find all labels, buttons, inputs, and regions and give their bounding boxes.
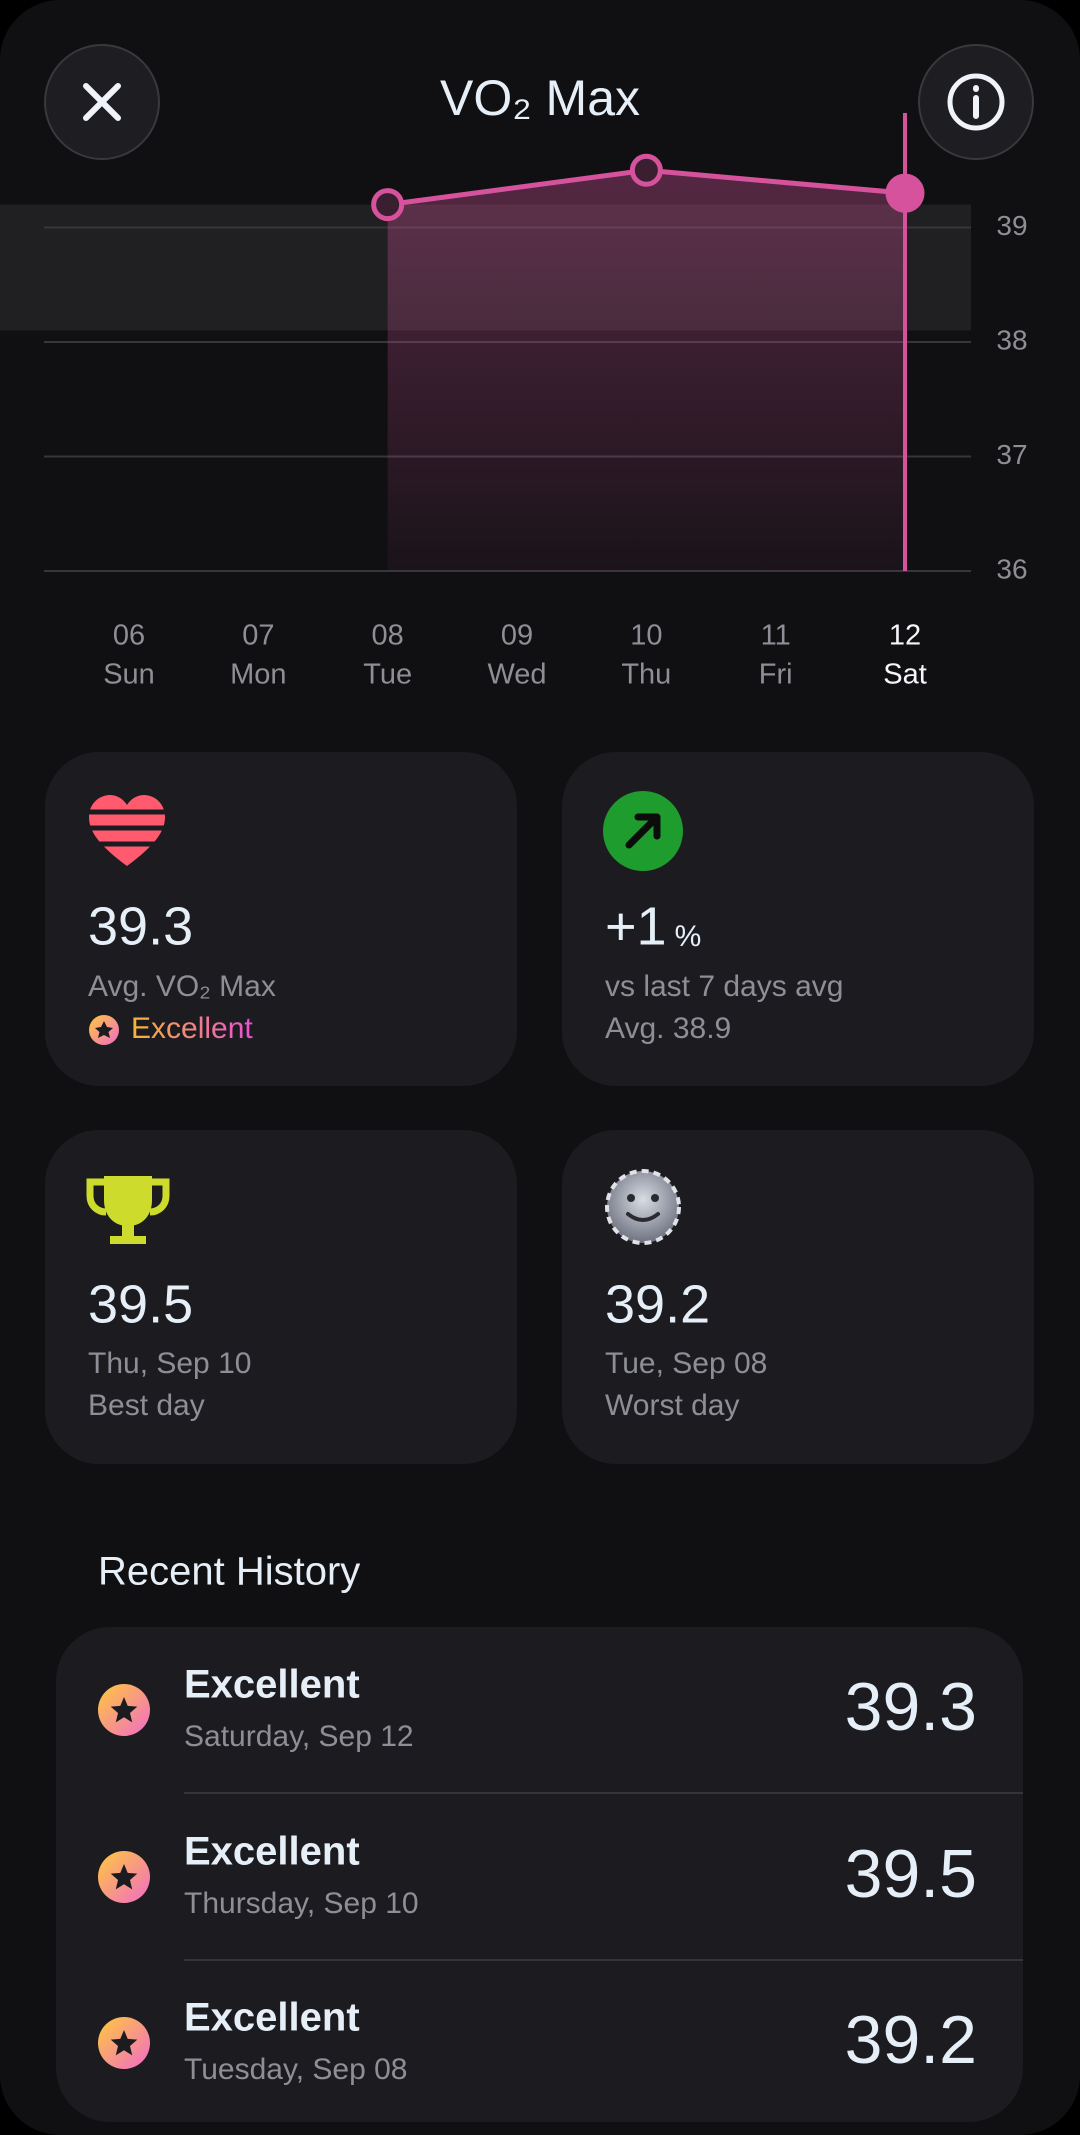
history-date: Tuesday, Sep 08 xyxy=(184,2053,407,2086)
area xyxy=(387,170,906,571)
x-tick-sublabel: Fri xyxy=(759,659,793,691)
badge-star xyxy=(110,2030,138,2056)
x-tick-label: 12 xyxy=(889,620,921,652)
history-date: Saturday, Sep 12 xyxy=(184,1720,414,1753)
stat-rating: Excellent xyxy=(131,1012,253,1045)
history-rating: Excellent xyxy=(184,1830,360,1874)
x-tick-sublabel: Thu xyxy=(621,659,671,691)
badge-star xyxy=(110,1697,138,1723)
smiley-face xyxy=(605,1169,681,1245)
x-tick-sublabel: Sun xyxy=(103,659,155,691)
x-tick-sublabel: Mon xyxy=(230,659,286,691)
stat-date: Tue, Sep 08 xyxy=(605,1347,767,1380)
stat-note: Avg. 38.9 xyxy=(605,1012,731,1045)
point xyxy=(371,188,405,222)
trophy-handles xyxy=(86,1178,170,1216)
trophy-base xyxy=(110,1224,146,1244)
history-list: Excellent Saturday, Sep 12 39.3 Excellent Th… xyxy=(98,1663,1023,2086)
x-tick-sublabel: Tue xyxy=(363,659,412,691)
point xyxy=(629,153,663,187)
x-tick-label: 08 xyxy=(372,620,404,652)
y-tick-label: 38 xyxy=(996,324,1027,355)
badge-star xyxy=(110,1864,138,1890)
y-tick-label: 37 xyxy=(996,439,1027,470)
x-tick-sublabel: Wed xyxy=(487,659,546,691)
heart-icon xyxy=(86,795,168,866)
info-button[interactable] xyxy=(918,44,1034,160)
point xyxy=(885,173,925,213)
x-tick-sublabel: Sat xyxy=(883,659,927,691)
card xyxy=(45,1130,517,1464)
section-title: Recent History xyxy=(98,1550,360,1594)
stat-date: Thu, Sep 10 xyxy=(88,1347,251,1380)
badge-star xyxy=(95,1021,113,1038)
stat-unit: % xyxy=(675,920,702,953)
smiley-icon xyxy=(605,1169,681,1245)
stat-label: Best day xyxy=(88,1389,205,1422)
y-tick-label: 36 xyxy=(996,553,1027,584)
stat-value: 39.2 xyxy=(605,1274,710,1334)
page-title: VO₂ Max xyxy=(440,70,640,126)
stat-value: 39.5 xyxy=(88,1274,193,1334)
heart-stripes xyxy=(86,809,168,847)
smiley-eye xyxy=(651,1194,659,1202)
rating-badge xyxy=(89,1015,119,1045)
close-icon xyxy=(83,83,121,121)
trophy-icon xyxy=(86,1176,170,1244)
x-tick-label: 07 xyxy=(242,620,274,652)
history-value: 39.5 xyxy=(845,1836,977,1912)
info-icon xyxy=(947,73,1005,131)
stat-label: Avg. VO₂ Max xyxy=(88,970,276,1003)
stat-label: Worst day xyxy=(605,1389,740,1422)
history-date: Thursday, Sep 10 xyxy=(184,1887,419,1920)
smiley-eye xyxy=(627,1194,635,1202)
smiley-mouth xyxy=(626,1212,660,1222)
history-value: 39.3 xyxy=(845,1669,977,1745)
stat-label: vs last 7 days avg xyxy=(605,970,843,1003)
card xyxy=(45,752,517,1086)
x-tick-label: 11 xyxy=(761,620,791,652)
trophy-cup xyxy=(104,1176,152,1226)
close-button[interactable] xyxy=(44,44,160,160)
x-tick-label: 09 xyxy=(501,620,533,652)
trend-icon xyxy=(603,791,683,871)
x-tick-label: 06 xyxy=(113,620,145,652)
history-rating: Excellent xyxy=(184,1996,360,2040)
y-tick-label: 39 xyxy=(996,210,1027,241)
history-rating: Excellent xyxy=(184,1663,360,1707)
stat-value: +1 xyxy=(605,896,667,956)
chart: 36 37 38 39 06 Sun 07 Mon 08 Tue 09 Wed 10 Thu 11 Fri 12… xyxy=(0,113,1028,691)
stat-value: 39.3 xyxy=(88,896,193,956)
x-tick-label: 10 xyxy=(630,620,662,652)
history-value: 39.2 xyxy=(845,2002,977,2078)
trend-arrow xyxy=(625,813,661,849)
history-panel xyxy=(56,1627,1023,2122)
